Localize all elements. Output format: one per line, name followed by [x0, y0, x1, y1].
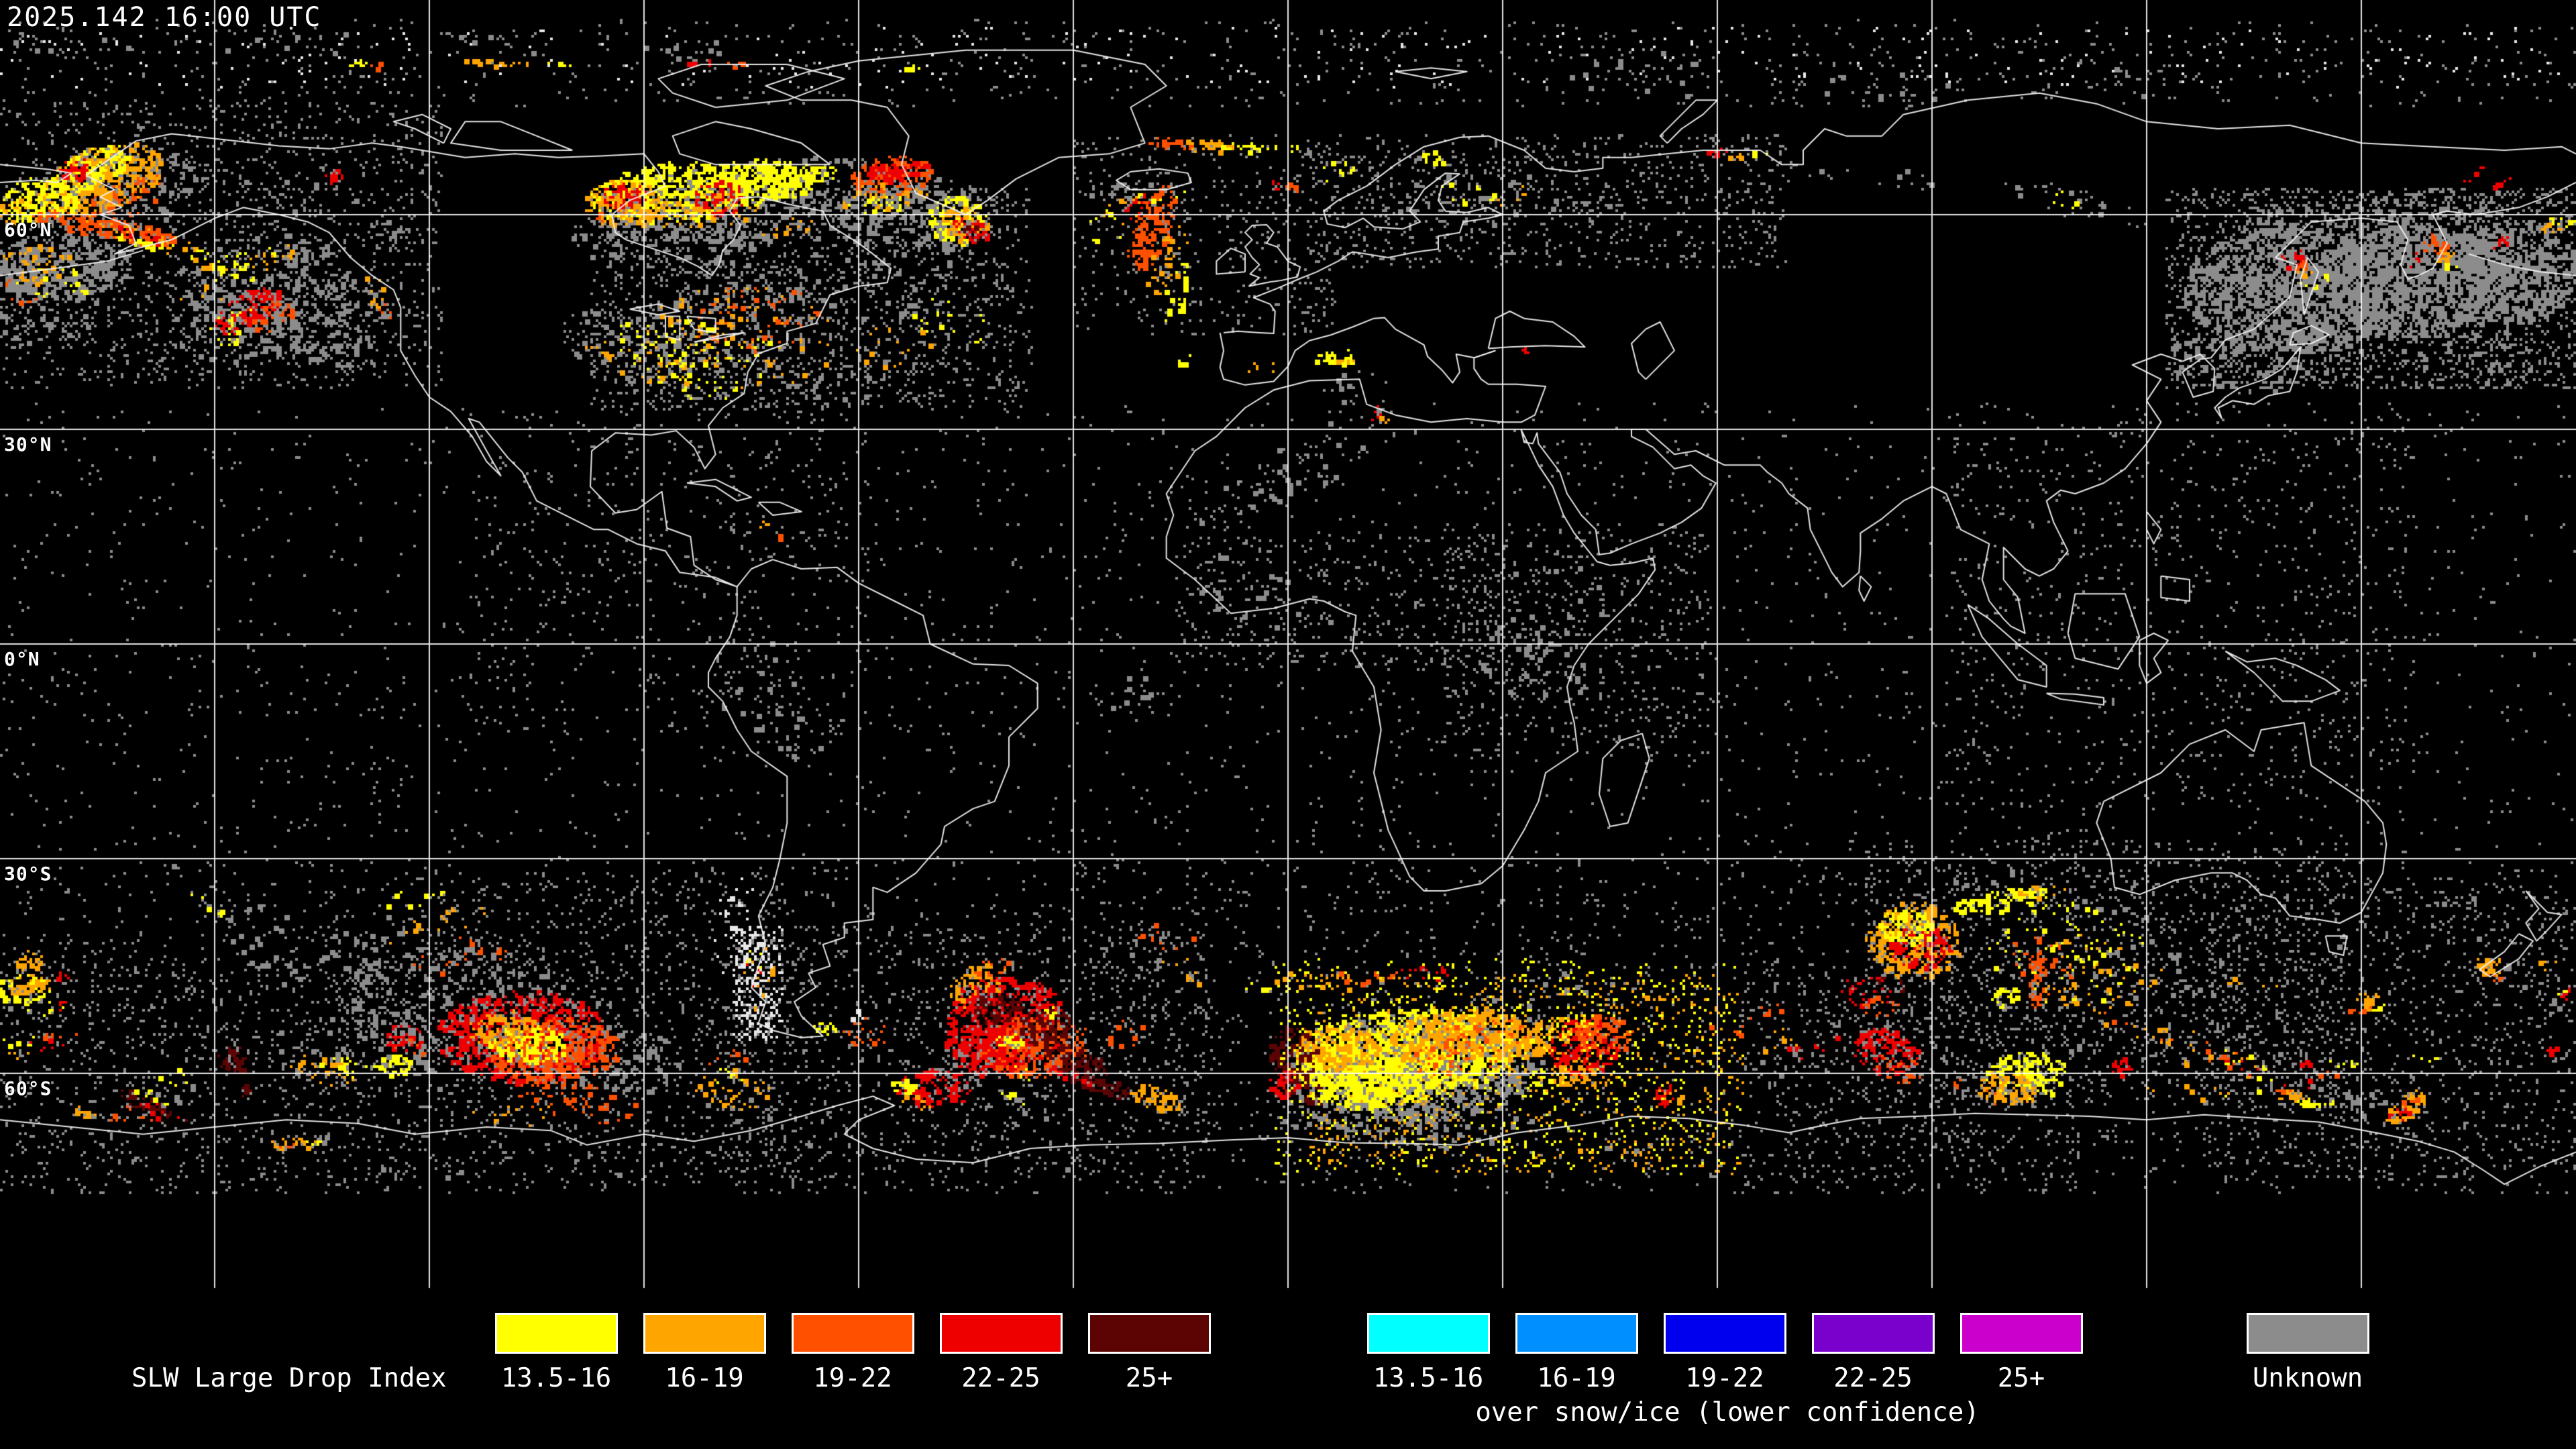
legend-swatch-unknown: [2247, 1313, 2369, 1354]
legend-label-slw-22-25: 22-25: [961, 1363, 1040, 1393]
legend-label-slw-16-19: 16-19: [665, 1363, 744, 1393]
legend-label-snow-25+: 25+: [1997, 1363, 2045, 1393]
lat-label-30n: 30°N: [4, 433, 52, 455]
legend-swatch-snow-19-22: [1664, 1313, 1786, 1354]
legend-swatch-slw-13.5-16: [495, 1313, 618, 1354]
legend-swatch-snow-13.5-16: [1367, 1313, 1490, 1354]
legend-label-snow-13.5-16: 13.5-16: [1373, 1363, 1484, 1393]
legend-swatch-slw-16-19: [643, 1313, 766, 1354]
legend-swatch-slw-25+: [1088, 1313, 1211, 1354]
legend-snow-caption: over snow/ice (lower confidence): [1475, 1397, 1980, 1428]
legend-label-snow-19-22: 19-22: [1685, 1363, 1764, 1393]
legend-swatch-slw-22-25: [940, 1313, 1063, 1354]
legend-swatch-snow-25+: [1960, 1313, 2083, 1354]
legend-swatch-snow-22-25: [1812, 1313, 1935, 1354]
lat-label-60n: 60°N: [4, 219, 52, 241]
legend-label-slw-19-22: 19-22: [813, 1363, 892, 1393]
timestamp: 2025.142 16:00 UTC: [7, 2, 322, 33]
lat-label-0n: 0°N: [4, 648, 40, 670]
legend-label-snow-22-25: 22-25: [1833, 1363, 1913, 1393]
lat-label-60s: 60°S: [4, 1077, 52, 1099]
legend-title: SLW Large Drop Index: [131, 1363, 447, 1393]
lat-label-30s: 30°S: [4, 863, 52, 885]
legend-swatch-snow-16-19: [1515, 1313, 1638, 1354]
legend-label-unknown: Unknown: [2252, 1363, 2363, 1393]
legend-swatch-slw-19-22: [792, 1313, 914, 1354]
legend-label-slw-25+: 25+: [1125, 1363, 1173, 1393]
legend-label-snow-16-19: 16-19: [1537, 1363, 1616, 1393]
legend-label-slw-13.5-16: 13.5-16: [500, 1363, 612, 1393]
